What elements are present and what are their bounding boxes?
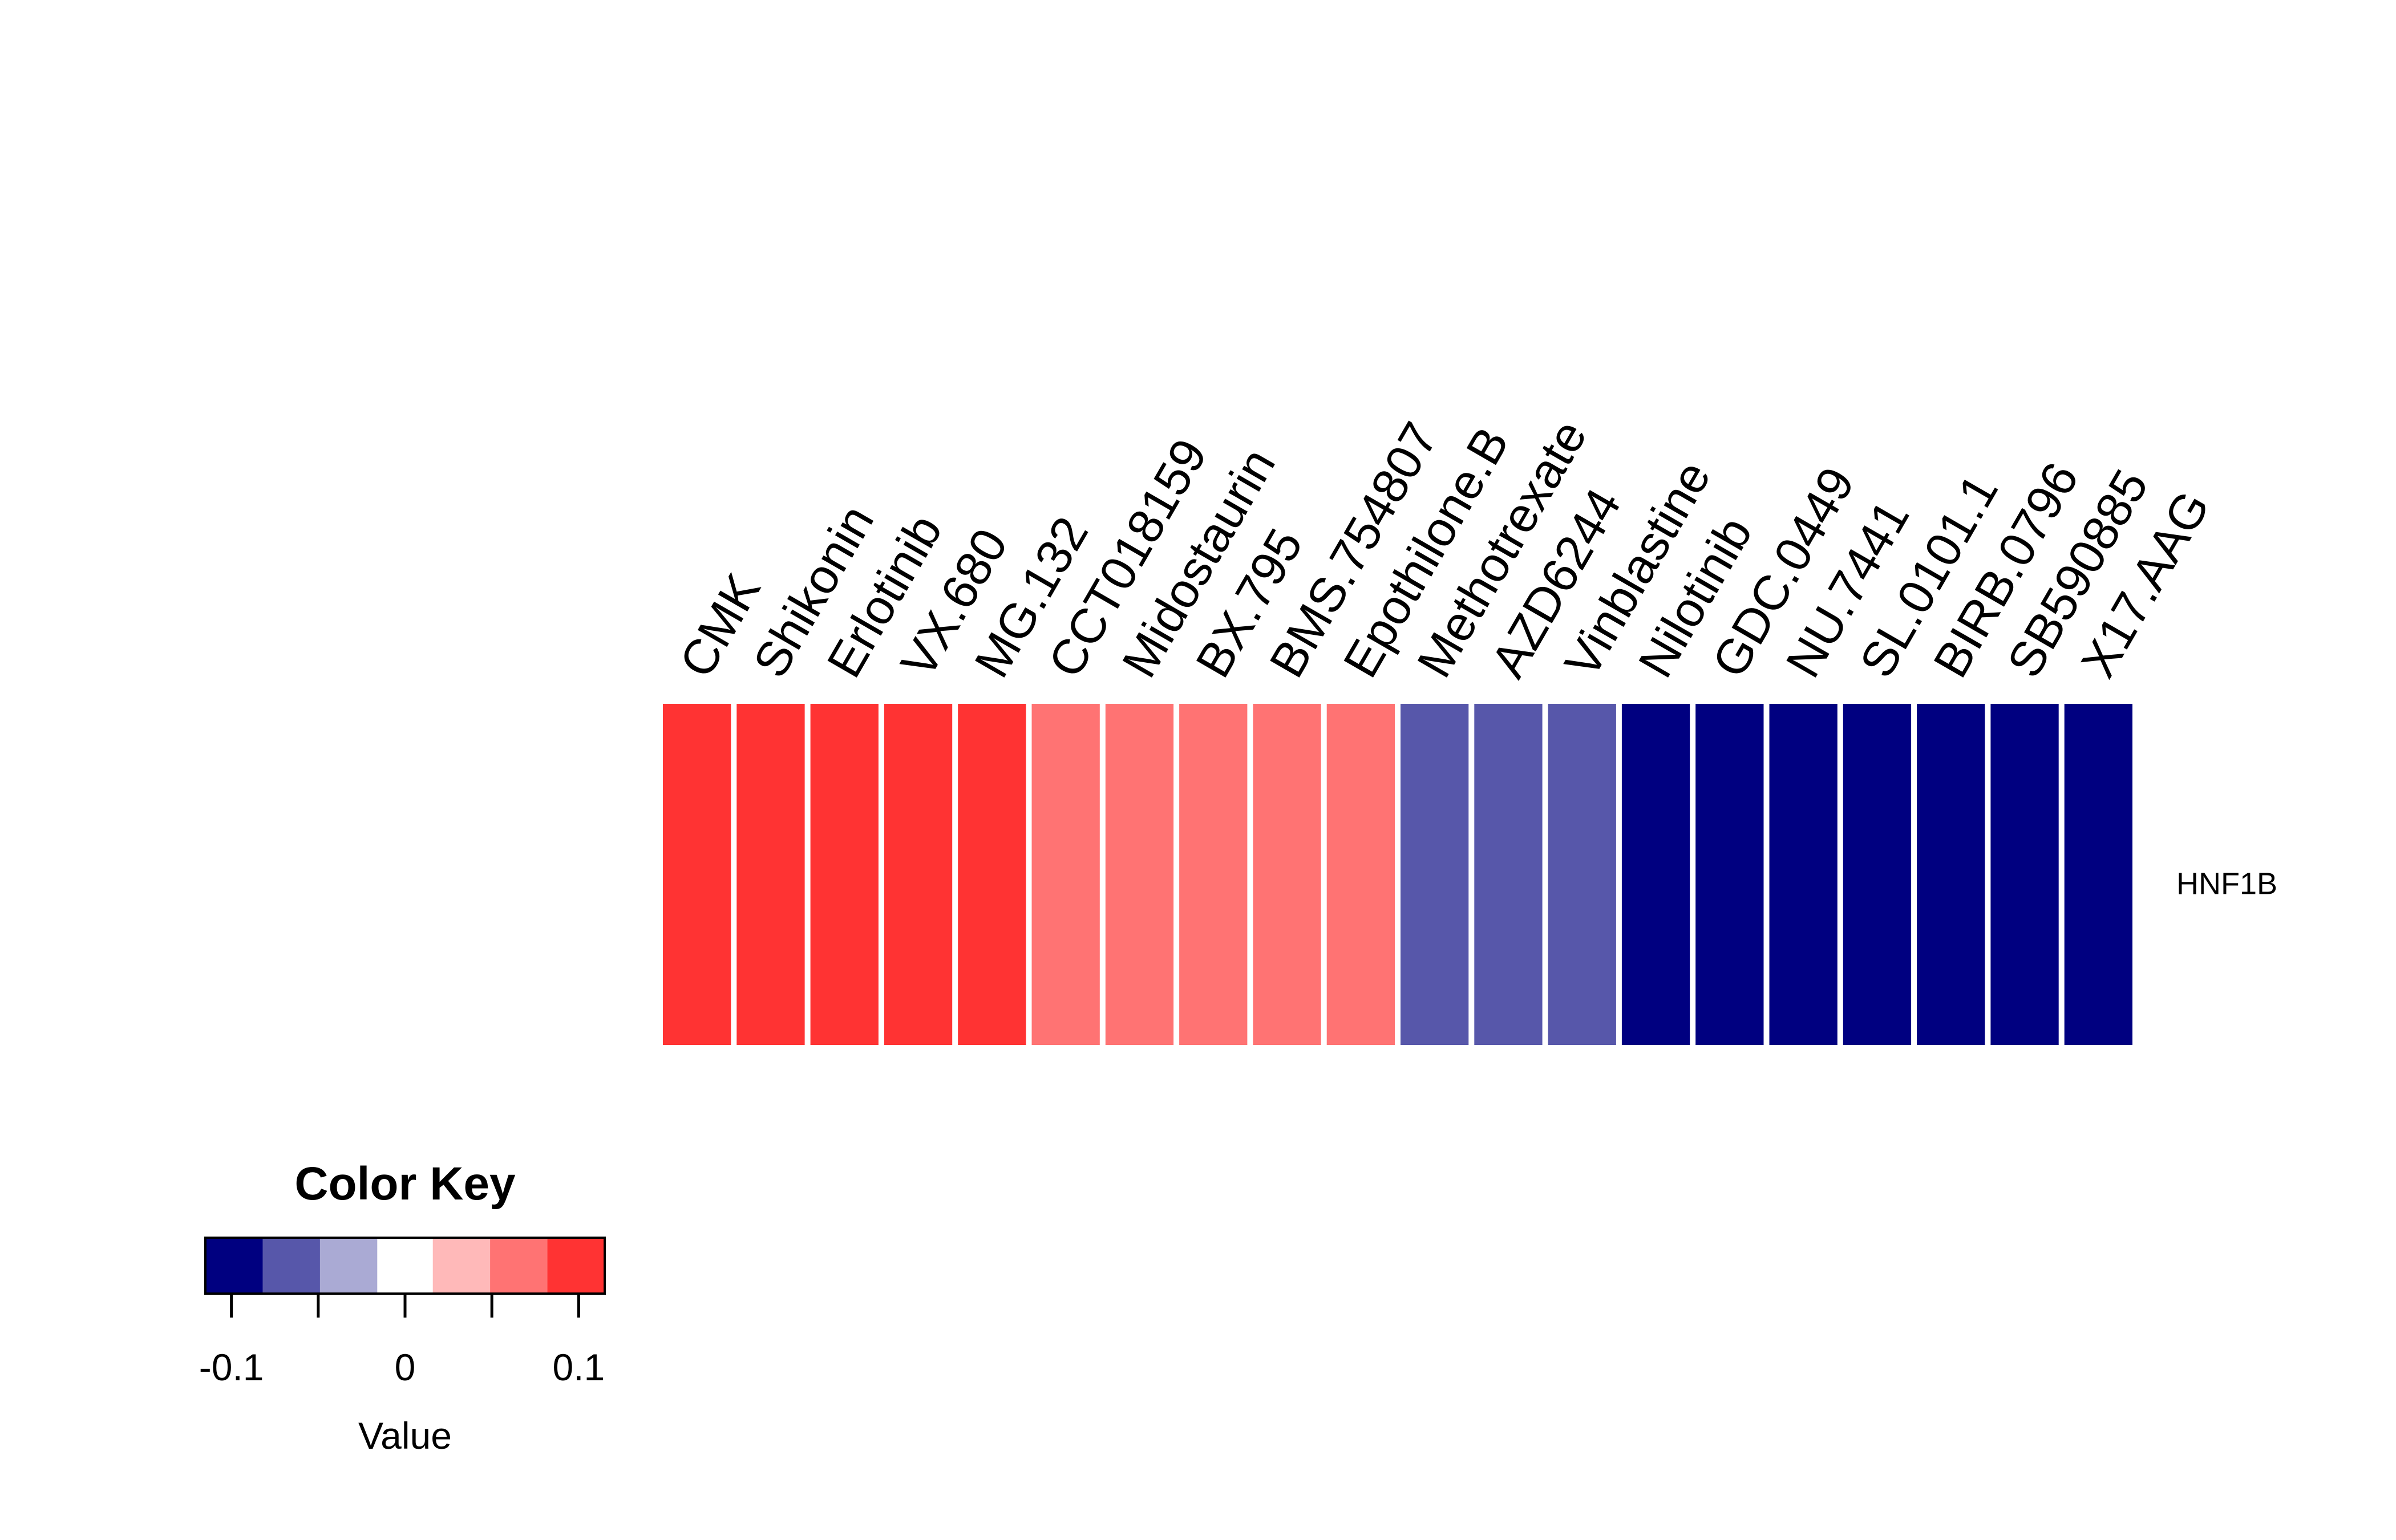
heatmap-cell-bx-795: [1179, 704, 1248, 1045]
color-key-swatches: [205, 1238, 605, 1294]
color-key-swatch: [205, 1238, 263, 1294]
heatmap-cell-shikonin: [736, 704, 805, 1045]
heatmap-cell-nu-7441: [1769, 704, 1838, 1045]
column-label: CMK: [669, 565, 771, 687]
column-labels: CMKShikoninErlotinibVX.680MG.132CCT01815…: [669, 411, 2220, 687]
heatmap-cell-methotrexate: [1401, 704, 1469, 1045]
color-key-swatch: [547, 1238, 605, 1294]
color-key-swatch: [262, 1238, 321, 1294]
heatmap-cell-midostaurin: [1105, 704, 1174, 1045]
color-key-title: Color Key: [294, 1158, 516, 1210]
heatmap-cell-vx-680: [884, 704, 953, 1045]
color-key-swatch: [319, 1238, 378, 1294]
color-key-swatch: [377, 1238, 434, 1294]
color-key-ticks: -0.1 0 0.1: [199, 1294, 605, 1388]
color-key-tick-label: 0: [395, 1346, 416, 1388]
heatmap-cell-nilotinib: [1621, 704, 1690, 1045]
color-key-tick-label: -0.1: [199, 1346, 264, 1388]
heatmap-cell-cct018159: [1031, 704, 1100, 1045]
heatmap-cell-gdc-0449: [1695, 704, 1764, 1045]
heatmap-cells: [663, 704, 2132, 1045]
heatmap-cell-vinblastine: [1548, 704, 1616, 1045]
color-key-swatch: [490, 1238, 548, 1294]
heatmap-cell-cmk: [663, 704, 731, 1045]
row-label: HNF1B: [2176, 866, 2277, 901]
heatmap-cell-bms-754807: [1253, 704, 1321, 1045]
heatmap-cell-mg-132: [958, 704, 1026, 1045]
heatmap-cell-epothilone-b: [1326, 704, 1395, 1045]
heatmap-cell-x17-aag: [2064, 704, 2132, 1045]
color-key-swatch: [432, 1238, 491, 1294]
color-key: Color Key -0.1 0 0.1 Value: [199, 1158, 606, 1457]
heatmap-cell-sb590885: [1990, 704, 2059, 1045]
color-key-tick-label: 0.1: [552, 1346, 605, 1388]
heatmap-cell-azd6244: [1474, 704, 1543, 1045]
heatmap-cell-erlotinib: [810, 704, 879, 1045]
heatmap-cell-sl-0101-1: [1843, 704, 1912, 1045]
color-key-axis-label: Value: [358, 1415, 452, 1457]
heatmap-cell-birb-0796: [1917, 704, 1985, 1045]
